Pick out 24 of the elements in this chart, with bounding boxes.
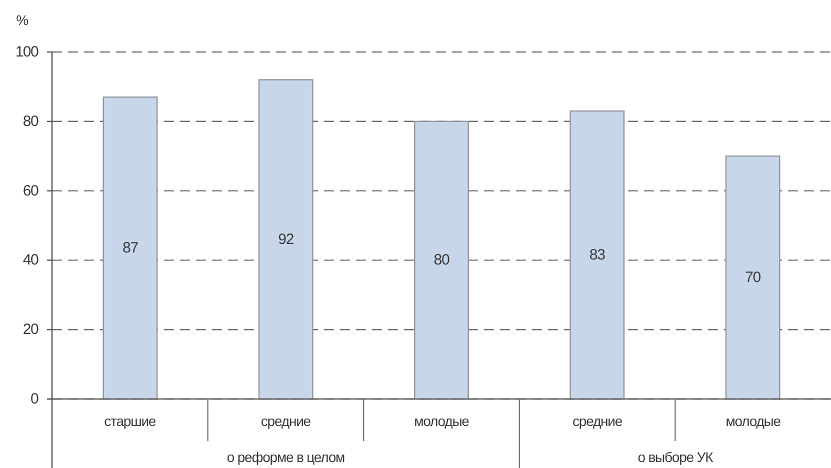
y-axis-title: % bbox=[16, 12, 28, 28]
x-tick-label: молодые bbox=[414, 413, 470, 429]
y-tick-label: 20 bbox=[22, 321, 38, 338]
y-tick-label: 0 bbox=[30, 390, 38, 408]
x-tick-label: средние bbox=[572, 413, 623, 429]
bar bbox=[570, 110, 625, 400]
data-label: 80 bbox=[434, 252, 450, 269]
data-label: 70 bbox=[745, 269, 761, 286]
y-tick-label: 80 bbox=[22, 112, 38, 130]
bar bbox=[414, 120, 469, 400]
y-tick-label: 40 bbox=[22, 252, 38, 269]
bar bbox=[725, 156, 780, 400]
data-label: 92 bbox=[278, 230, 294, 248]
text: о выборе УК bbox=[638, 449, 714, 465]
y-tick-label: 60 bbox=[22, 182, 38, 200]
x-tick-label: старшие bbox=[104, 413, 156, 429]
text: о реформе в целом bbox=[226, 449, 345, 465]
data-label: 87 bbox=[122, 240, 138, 257]
y-tick-label: 100 bbox=[15, 44, 38, 60]
data-label: 83 bbox=[589, 246, 606, 264]
x-tick-label: средние bbox=[260, 413, 312, 429]
x-tick-label: молодые bbox=[726, 413, 782, 429]
bar bbox=[258, 79, 314, 400]
bar bbox=[102, 96, 158, 400]
